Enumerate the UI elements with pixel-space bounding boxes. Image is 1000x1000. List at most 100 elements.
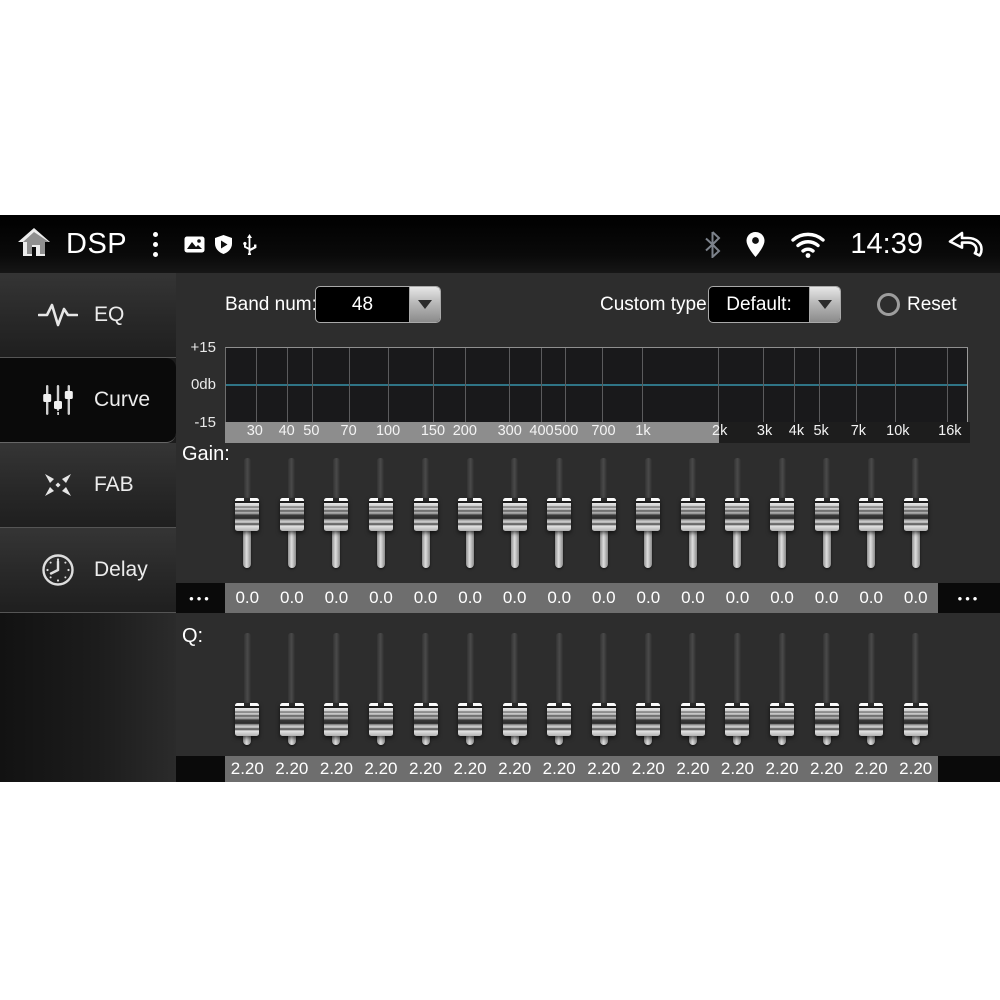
gain-slider[interactable] bbox=[893, 458, 938, 568]
gain-slider[interactable] bbox=[492, 458, 537, 568]
sidebar-item-label: Curve bbox=[94, 388, 151, 411]
gridline bbox=[602, 348, 604, 422]
gain-slider-handle[interactable] bbox=[814, 498, 839, 531]
q-slider[interactable] bbox=[626, 633, 671, 745]
head-unit-screen: DSP 14:39 EQ bbox=[0, 215, 1000, 782]
gridline bbox=[255, 348, 257, 422]
custom-type-dropdown[interactable]: Default: bbox=[708, 286, 841, 323]
freq-tick-label: 150 bbox=[420, 423, 446, 439]
freq-axis-scroll-highlight bbox=[225, 422, 719, 443]
gain-slider[interactable] bbox=[804, 458, 849, 568]
q-slider-handle[interactable] bbox=[368, 703, 393, 736]
gridline bbox=[718, 348, 720, 422]
gain-slider[interactable] bbox=[270, 458, 315, 568]
back-icon[interactable] bbox=[947, 231, 984, 258]
q-slider[interactable] bbox=[893, 633, 938, 745]
gain-slider[interactable] bbox=[849, 458, 894, 568]
gain-slider[interactable] bbox=[760, 458, 805, 568]
q-slider-handle[interactable] bbox=[770, 703, 795, 736]
gain-slider-handle[interactable] bbox=[324, 498, 349, 531]
gain-slider-handle[interactable] bbox=[636, 498, 661, 531]
gain-slider-handle[interactable] bbox=[680, 498, 705, 531]
band-num-dropdown[interactable]: 48 bbox=[315, 286, 441, 323]
gain-slider[interactable] bbox=[671, 458, 716, 568]
q-slider-handle[interactable] bbox=[680, 703, 705, 736]
gain-slider[interactable] bbox=[359, 458, 404, 568]
q-slider-handle[interactable] bbox=[591, 703, 616, 736]
gain-page-left-button[interactable]: ••• bbox=[176, 583, 225, 613]
gain-slider[interactable] bbox=[448, 458, 493, 568]
sidebar: EQ Curve bbox=[0, 273, 176, 782]
gain-page-right-button[interactable]: ••• bbox=[938, 583, 1000, 613]
q-slider-handle[interactable] bbox=[725, 703, 750, 736]
q-slider[interactable] bbox=[359, 633, 404, 745]
home-icon[interactable] bbox=[16, 226, 52, 263]
sidebar-item-curve[interactable]: Curve bbox=[0, 358, 176, 443]
q-slider-handle[interactable] bbox=[324, 703, 349, 736]
q-slider[interactable] bbox=[448, 633, 493, 745]
gain-slider[interactable] bbox=[537, 458, 582, 568]
gain-slider-handle[interactable] bbox=[279, 498, 304, 531]
gain-slider-handle[interactable] bbox=[725, 498, 750, 531]
q-slider[interactable] bbox=[314, 633, 359, 745]
q-slider[interactable] bbox=[760, 633, 805, 745]
gain-value: 0.0 bbox=[725, 588, 750, 607]
gain-slider-handle[interactable] bbox=[547, 498, 572, 531]
app-title: DSP bbox=[66, 227, 128, 260]
q-slider[interactable] bbox=[715, 633, 760, 745]
freq-tick-label: 700 bbox=[591, 423, 616, 439]
freq-axis[interactable]: 30 40 50 70 100 150 200 300 400 500 700 1k 2k 3k 4k 5k 7… bbox=[225, 422, 970, 443]
y-tick-minus15: -15 bbox=[194, 414, 216, 431]
gain-slider-handle[interactable] bbox=[458, 498, 483, 531]
gain-slider[interactable] bbox=[626, 458, 671, 568]
gain-slider[interactable] bbox=[403, 458, 448, 568]
sidebar-filler bbox=[0, 613, 176, 782]
q-value: 2.20 bbox=[720, 759, 755, 778]
clock-icon bbox=[36, 553, 80, 587]
q-slider-handle[interactable] bbox=[814, 703, 839, 736]
reset-radio[interactable] bbox=[877, 293, 900, 316]
q-slider[interactable] bbox=[582, 633, 627, 745]
chevron-down-icon[interactable] bbox=[409, 287, 440, 322]
q-slider-handle[interactable] bbox=[636, 703, 661, 736]
q-slider-handle[interactable] bbox=[279, 703, 304, 736]
gridline bbox=[348, 348, 350, 422]
sidebar-item-delay[interactable]: Delay bbox=[0, 528, 176, 613]
y-tick-plus15: +15 bbox=[190, 339, 216, 356]
q-slider-handle[interactable] bbox=[903, 703, 928, 736]
gain-slider[interactable] bbox=[225, 458, 270, 568]
q-slider-handle[interactable] bbox=[547, 703, 572, 736]
gain-slider[interactable] bbox=[715, 458, 760, 568]
sidebar-item-eq[interactable]: EQ bbox=[0, 273, 176, 358]
q-slider-handle[interactable] bbox=[458, 703, 483, 736]
band-num-value: 48 bbox=[351, 293, 374, 315]
gain-slider-handle[interactable] bbox=[903, 498, 928, 531]
gain-slider-handle[interactable] bbox=[235, 498, 260, 531]
q-value: 2.20 bbox=[230, 759, 264, 778]
gain-slider-handle[interactable] bbox=[770, 498, 795, 531]
q-slider-handle[interactable] bbox=[502, 703, 527, 736]
q-slider[interactable] bbox=[270, 633, 315, 745]
sidebar-item-fab[interactable]: FAB bbox=[0, 443, 176, 528]
gain-slider-handle[interactable] bbox=[591, 498, 616, 531]
gain-label: Gain: bbox=[182, 443, 230, 465]
gain-slider[interactable] bbox=[314, 458, 359, 568]
q-slider[interactable] bbox=[492, 633, 537, 745]
q-slider[interactable] bbox=[849, 633, 894, 745]
q-slider[interactable] bbox=[537, 633, 582, 745]
chevron-down-icon[interactable] bbox=[809, 287, 840, 322]
q-slider[interactable] bbox=[403, 633, 448, 745]
gain-slider-handle[interactable] bbox=[859, 498, 884, 531]
overflow-menu-icon[interactable] bbox=[153, 231, 159, 257]
gain-slider-handle[interactable] bbox=[368, 498, 393, 531]
q-slider-handle[interactable] bbox=[235, 703, 260, 736]
q-slider-handle[interactable] bbox=[413, 703, 438, 736]
q-slider[interactable] bbox=[671, 633, 716, 745]
gain-slider-handle[interactable] bbox=[413, 498, 438, 531]
gain-slider[interactable] bbox=[582, 458, 627, 568]
q-slider-handle[interactable] bbox=[859, 703, 884, 736]
q-slider[interactable] bbox=[804, 633, 849, 745]
q-slider[interactable] bbox=[225, 633, 270, 745]
gain-slider-handle[interactable] bbox=[502, 498, 527, 531]
reset-label[interactable]: Reset bbox=[907, 294, 957, 315]
